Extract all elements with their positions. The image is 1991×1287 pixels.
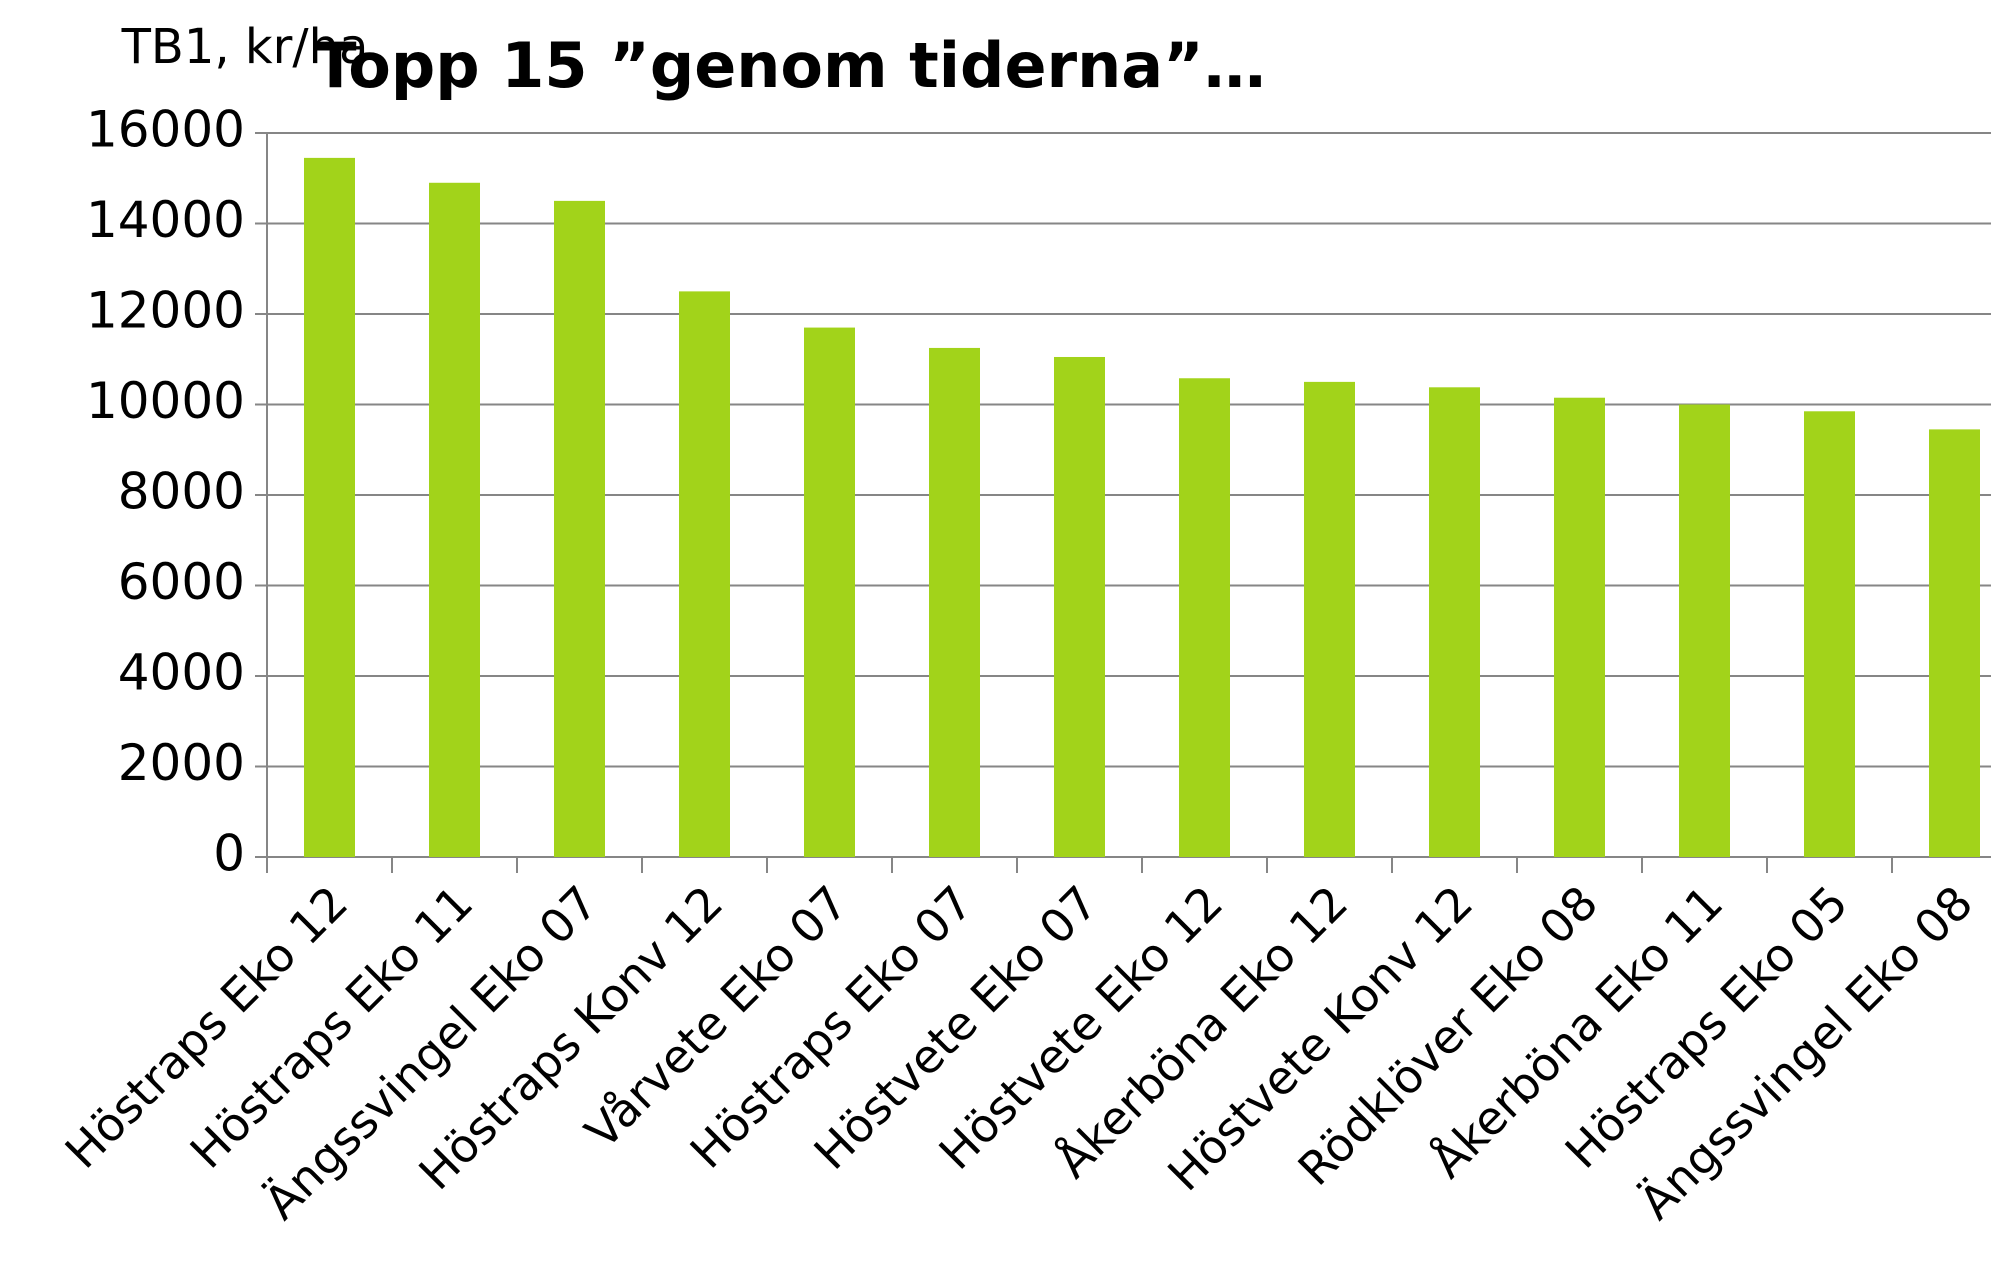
bar <box>554 200 605 857</box>
bar <box>679 291 730 857</box>
y-tick-label: 10000 <box>86 372 245 430</box>
y-tick-label: 8000 <box>118 463 245 521</box>
y-tick-label: 2000 <box>118 734 245 792</box>
bar <box>1304 381 1355 857</box>
y-axis-title: TB1, kr/ha <box>121 19 369 75</box>
y-tick-label: 4000 <box>118 644 245 702</box>
bar <box>804 327 855 857</box>
bar <box>929 347 980 857</box>
y-tick-label: 16000 <box>86 101 245 159</box>
y-tick-label: 12000 <box>86 282 245 340</box>
y-tick-label: 6000 <box>118 553 245 611</box>
bar <box>304 157 355 857</box>
bar <box>1804 411 1855 857</box>
bar <box>1929 429 1980 857</box>
chart-title: Topp 15 ”genom tiderna”… <box>314 29 1266 102</box>
bar <box>1554 397 1605 857</box>
y-tick-label: 0 <box>213 825 245 883</box>
y-tick-label: 14000 <box>86 191 245 249</box>
bar <box>429 182 480 857</box>
bar <box>1679 404 1730 857</box>
bar <box>1054 356 1105 857</box>
bar <box>1429 387 1480 857</box>
bar <box>1179 378 1230 857</box>
